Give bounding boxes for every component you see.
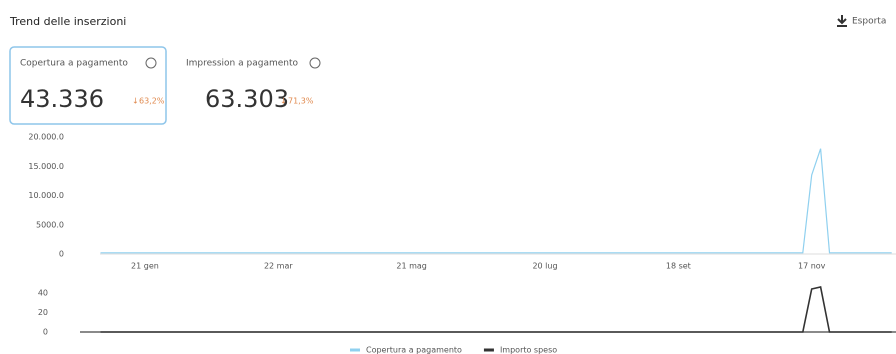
y-tick-label: 0 (43, 328, 48, 337)
x-tick-label: 22 mar (264, 262, 293, 271)
download-icon[interactable] (837, 15, 847, 27)
x-tick-label: 21 gen (131, 262, 159, 271)
y-tick-label: 15.000.0 (28, 162, 64, 171)
x-tick-label: 21 mag (396, 262, 427, 271)
metric-arrow: ↓ (280, 97, 287, 106)
panel-title: Trend delle inserzioni (9, 15, 126, 28)
legend-label: Copertura a pagamento (366, 346, 462, 354)
legend-label: Importo speso (500, 346, 557, 354)
y-tick-label: 40 (38, 288, 48, 297)
data-line (100, 286, 892, 333)
metric-change: 71,3% (288, 97, 314, 106)
metric-value: 43.336 (20, 85, 104, 113)
y-tick-label: 0 (59, 250, 64, 259)
x-tick-label: 17 nov (798, 262, 826, 271)
export-button[interactable]: Esporta (852, 17, 886, 27)
x-tick-label: 20 lug (532, 262, 557, 271)
y-tick-label: 5000.0 (36, 220, 64, 229)
info-icon[interactable] (145, 57, 157, 69)
y-tick-label: 10.000.0 (28, 191, 64, 200)
metric-change: 63,2% (139, 97, 165, 106)
y-tick-label: 20.000.0 (28, 133, 64, 142)
metric-label: Copertura a pagamento (20, 59, 128, 69)
metric-arrow: ↓ (132, 97, 139, 106)
x-tick-label: 18 set (666, 262, 691, 271)
metric-value: 63.303 (205, 85, 289, 113)
y-tick-label: 20 (38, 308, 48, 317)
metric-card[interactable] (9, 46, 167, 125)
metric-label: Impression a pagamento (186, 59, 298, 69)
info-icon[interactable] (309, 57, 321, 69)
data-line (100, 148, 892, 254)
